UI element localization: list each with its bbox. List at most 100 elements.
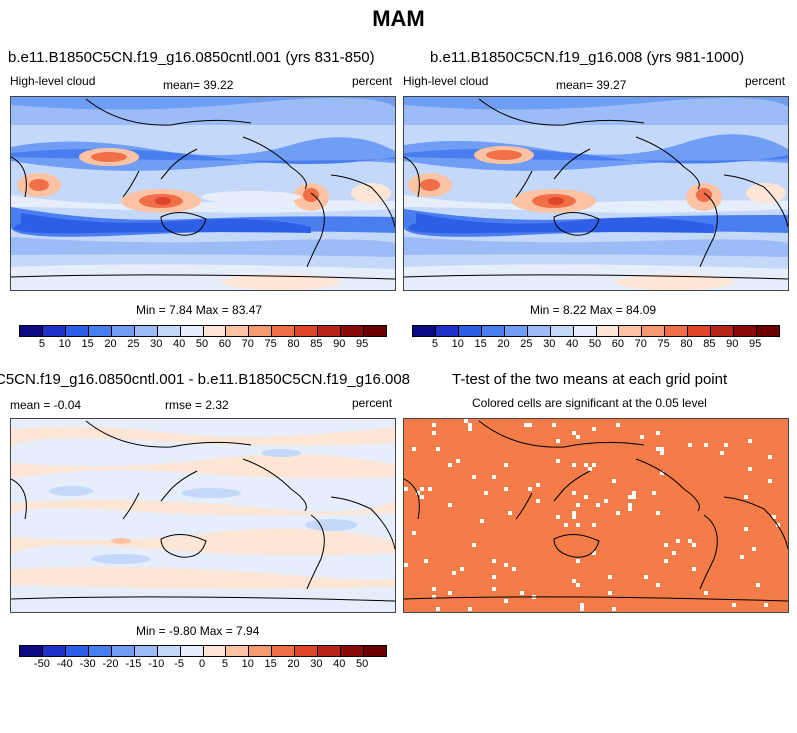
nonsignificant-cell: [580, 603, 584, 607]
nonsignificant-cell: [652, 491, 656, 495]
nonsignificant-cell: [616, 511, 620, 515]
colorbar-tick-label: 90: [333, 338, 346, 350]
colorbar-swatch: [65, 646, 89, 656]
nonsignificant-cell: [448, 591, 452, 595]
nonsignificant-cell: [604, 499, 608, 503]
colorbar-tick-label: 15: [474, 338, 487, 350]
nonsignificant-cell: [572, 579, 576, 583]
nonsignificant-cell: [576, 435, 580, 439]
panel3-colorbar: [19, 645, 387, 657]
nonsignificant-cell: [724, 443, 728, 447]
nonsignificant-cell: [592, 427, 596, 431]
panel4-field: [404, 419, 788, 612]
colorbar-swatch: [20, 646, 43, 656]
colorbar-swatch: [364, 646, 386, 656]
colorbar-tick-label: 30: [150, 338, 163, 350]
colorbar-tick-label: 85: [703, 338, 716, 350]
nonsignificant-cell: [660, 451, 664, 455]
colorbar-swatch: [203, 646, 227, 656]
colorbar-tick-label: -30: [79, 658, 96, 670]
colorbar-tick-label: 80: [287, 338, 300, 350]
nonsignificant-cell: [612, 607, 616, 611]
nonsignificant-cell: [520, 591, 524, 595]
nonsignificant-cell: [660, 447, 664, 451]
panel2-field: [404, 97, 788, 290]
nonsignificant-cell: [452, 571, 456, 575]
nonsignificant-cell: [752, 547, 756, 551]
nonsignificant-cell: [576, 583, 580, 587]
colorbar-swatch: [734, 326, 758, 336]
panel4-title: T-test of the two means at each grid poi…: [452, 371, 728, 388]
nonsignificant-cell: [564, 523, 568, 527]
nonsignificant-cell: [768, 479, 772, 483]
nonsignificant-cell: [688, 539, 692, 543]
colorbar-tick-label: 75: [264, 338, 277, 350]
colorbar-swatch: [226, 326, 250, 336]
panel3-field: [11, 419, 395, 612]
nonsignificant-cell: [428, 487, 432, 491]
colorbar-swatch: [42, 646, 66, 656]
nonsignificant-cell: [404, 563, 408, 567]
nonsignificant-cell: [628, 495, 632, 499]
nonsignificant-cell: [672, 551, 676, 555]
nonsignificant-cell: [748, 439, 752, 443]
colorbar-swatch: [295, 646, 319, 656]
panel3-title: b.e11.B1850C5CN.f19_g16.0850cntl.001 - b…: [0, 371, 410, 388]
colorbar-swatch: [573, 326, 597, 336]
nonsignificant-cell: [404, 487, 408, 491]
colorbar-tick-label: 10: [451, 338, 464, 350]
nonsignificant-cell: [536, 483, 540, 487]
nonsignificant-cell: [576, 503, 580, 507]
colorbar-tick-label: 50: [356, 658, 369, 670]
panel2-colorbar: [412, 325, 780, 337]
colorbar-tick-label: 15: [81, 338, 94, 350]
colorbar-swatch: [272, 646, 296, 656]
colorbar-swatch: [318, 326, 342, 336]
colorbar-swatch: [134, 646, 158, 656]
colorbar-tick-label: 5: [38, 338, 45, 350]
nonsignificant-cell: [692, 567, 696, 571]
colorbar-tick-label: 60: [218, 338, 231, 350]
colorbar-swatch: [65, 326, 89, 336]
nonsignificant-cell: [584, 495, 588, 499]
nonsignificant-cell: [628, 503, 632, 507]
nonsignificant-cell: [552, 423, 556, 427]
nonsignificant-cell: [528, 487, 532, 491]
colorbar-tick-label: -50: [33, 658, 50, 670]
nonsignificant-cell: [432, 595, 436, 599]
nonsignificant-cell: [508, 511, 512, 515]
colorbar-swatch: [364, 326, 386, 336]
panel2-variable: High-level cloud: [403, 74, 489, 88]
colorbar-swatch: [134, 326, 158, 336]
nonsignificant-cell: [472, 543, 476, 547]
colorbar-swatch: [642, 326, 666, 336]
nonsignificant-cell: [480, 519, 484, 523]
nonsignificant-cell: [732, 603, 736, 607]
nonsignificant-cell: [576, 523, 580, 527]
nonsignificant-cell: [412, 531, 416, 535]
colorbar-tick-label: 40: [566, 338, 579, 350]
colorbar-swatch: [226, 646, 250, 656]
nonsignificant-cell: [640, 435, 644, 439]
colorbar-tick-label: 25: [520, 338, 533, 350]
nonsignificant-cell: [556, 515, 560, 519]
colorbar-tick-label: 20: [287, 658, 300, 670]
nonsignificant-cell: [572, 511, 576, 515]
nonsignificant-cell: [416, 491, 420, 495]
nonsignificant-cell: [492, 475, 496, 479]
nonsignificant-cell: [412, 447, 416, 451]
colorbar-swatch: [318, 646, 342, 656]
nonsignificant-cell: [676, 539, 680, 543]
panel1-colorbar: [19, 325, 387, 337]
colorbar-tick-label: 5: [221, 658, 228, 670]
nonsignificant-cell: [448, 503, 452, 507]
nonsignificant-cell: [504, 599, 508, 603]
nonsignificant-cell: [436, 447, 440, 451]
nonsignificant-cell: [528, 423, 532, 427]
colorbar-tick-label: 95: [356, 338, 369, 350]
nonsignificant-cell: [664, 543, 668, 547]
nonsignificant-cell: [756, 583, 760, 587]
nonsignificant-cell: [468, 427, 472, 431]
colorbar-swatch: [88, 646, 112, 656]
colorbar-tick-label: 90: [726, 338, 739, 350]
